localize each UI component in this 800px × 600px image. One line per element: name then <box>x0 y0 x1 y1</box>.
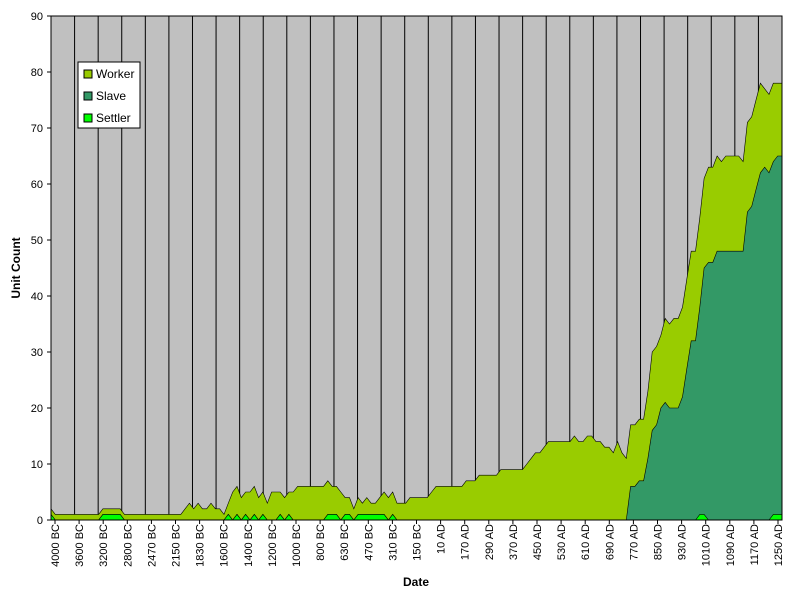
x-tick-label: 2470 BC <box>146 524 158 567</box>
x-tick-label: 930 AD <box>677 524 689 560</box>
x-tick-label: 1170 AD <box>749 524 761 565</box>
y-tick-label: 50 <box>31 235 43 247</box>
x-axis: 4000 BC 3600 BC 3200 BC 2800 BC 2470 BC 2150 … <box>50 520 785 567</box>
x-tick-label: 290 AD <box>484 524 496 560</box>
x-tick-label: 170 AD <box>460 524 472 560</box>
y-tick-label: 90 <box>31 11 43 23</box>
y-axis-title: Unit Count <box>9 237 23 298</box>
x-tick-label: 1830 BC <box>195 524 207 567</box>
legend-label-slave: Slave <box>96 89 126 103</box>
x-tick-label: 2150 BC <box>171 524 183 567</box>
x-tick-label: 2800 BC <box>122 524 134 567</box>
plot-area <box>50 15 783 521</box>
gridlines <box>74 16 759 520</box>
x-tick-label: 530 AD <box>556 524 568 560</box>
y-tick-label: 80 <box>31 67 43 79</box>
x-tick-label: 470 BC <box>363 524 375 561</box>
y-tick-label: 70 <box>31 123 43 135</box>
legend-swatch-worker <box>83 69 93 79</box>
x-tick-label: 310 BC <box>387 524 399 561</box>
x-tick-label: 850 AD <box>653 524 665 560</box>
y-tick-label: 30 <box>31 347 43 359</box>
legend-label-settler: Settler <box>96 111 131 125</box>
x-tick-label: 150 BC <box>412 524 424 561</box>
x-tick-label: 690 AD <box>604 524 616 560</box>
y-tick-label: 60 <box>31 179 43 191</box>
legend-swatch-settler <box>83 113 93 123</box>
x-tick-label: 1400 BC <box>243 524 255 567</box>
y-tick-label: 40 <box>31 291 43 303</box>
x-tick-label: 3600 BC <box>74 524 86 567</box>
x-tick-label: 1250 AD <box>773 524 785 566</box>
x-tick-label: 370 AD <box>508 524 520 560</box>
y-tick-label: 0 <box>37 515 43 527</box>
x-tick-label: 1090 AD <box>725 524 737 566</box>
x-tick-label: 10 AD <box>436 524 448 554</box>
x-tick-label: 1600 BC <box>219 524 231 567</box>
x-tick-label: 770 AD <box>628 524 640 560</box>
x-tick-label: 1200 BC <box>267 524 279 567</box>
y-tick-label: 10 <box>31 459 43 471</box>
x-tick-label: 630 BC <box>339 524 351 561</box>
legend-swatch-slave <box>83 91 93 101</box>
x-tick-label: 4000 BC <box>50 524 62 567</box>
x-tick-label: 3200 BC <box>98 524 110 567</box>
x-tick-label: 1000 BC <box>291 524 303 567</box>
legend-label-worker: Worker <box>96 67 134 81</box>
x-axis-title: Date <box>403 575 429 589</box>
x-tick-label: 1010 AD <box>701 524 713 566</box>
y-axis: 0 10 20 30 40 50 60 70 80 90 <box>31 11 51 527</box>
x-tick-label: 610 AD <box>580 524 592 560</box>
x-tick-label: 450 AD <box>532 524 544 560</box>
legend: Worker Slave Settler <box>77 61 141 129</box>
y-tick-label: 20 <box>31 403 43 415</box>
x-tick-label: 800 BC <box>315 524 327 561</box>
